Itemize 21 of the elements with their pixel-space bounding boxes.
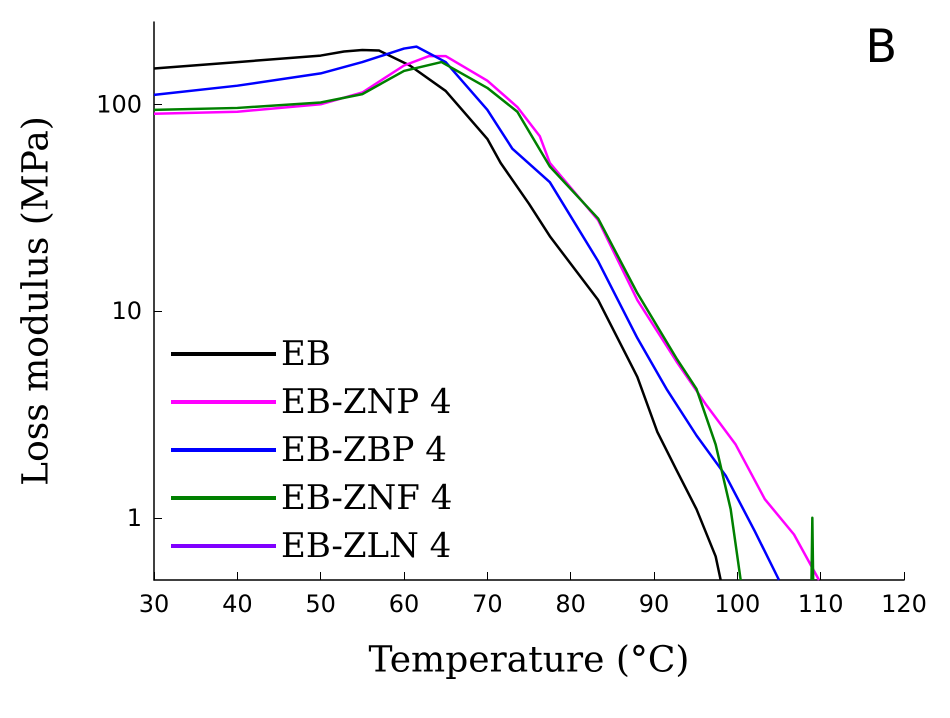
x-tick-label: 70 xyxy=(472,590,503,618)
y-tick-label: 1 xyxy=(126,504,142,532)
x-tick-label: 60 xyxy=(388,590,420,618)
legend-label: EB-ZBP 4 xyxy=(281,430,447,470)
legend-label: EB-ZNF 4 xyxy=(281,478,452,518)
y-tick-label: 10 xyxy=(111,297,142,326)
legend-label: EB-ZLN 4 xyxy=(281,526,452,566)
x-tick-label: 80 xyxy=(555,590,586,618)
x-tick-label: 50 xyxy=(305,590,336,618)
y-axis-title: Loss modulus (MPa) xyxy=(16,116,56,486)
x-axis-title: Temperature (°C) xyxy=(368,640,690,680)
x-tick-label: 100 xyxy=(714,590,760,618)
chart-title: B xyxy=(865,19,898,73)
legend-label: EB xyxy=(281,334,331,374)
x-tick-label: 110 xyxy=(798,590,844,618)
y-tick-label: 100 xyxy=(96,90,142,118)
legend-label: EB-ZNP 4 xyxy=(281,382,452,422)
x-tick-label: 40 xyxy=(222,590,253,618)
x-tick-label: 90 xyxy=(638,590,670,618)
x-tick-label: 120 xyxy=(881,590,927,618)
x-tick-label: 30 xyxy=(138,590,170,618)
